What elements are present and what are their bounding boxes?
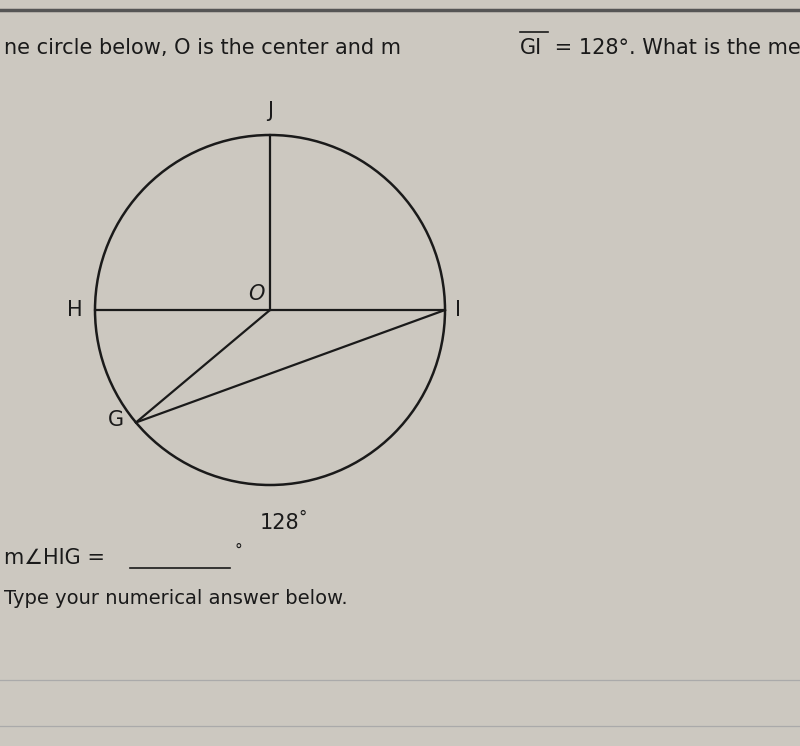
- Text: = 128°. What is the measure of ∠HIG?: = 128°. What is the measure of ∠HIG?: [548, 38, 800, 58]
- Text: J: J: [267, 101, 273, 121]
- Text: 128: 128: [260, 513, 300, 533]
- Text: ne circle below, O is the center and m: ne circle below, O is the center and m: [4, 38, 401, 58]
- Text: G: G: [108, 410, 124, 430]
- Text: O: O: [248, 284, 264, 304]
- Text: Type your numerical answer below.: Type your numerical answer below.: [4, 589, 348, 607]
- Text: °: °: [234, 542, 242, 557]
- Text: I: I: [455, 300, 461, 320]
- Text: m∠HIG =: m∠HIG =: [4, 548, 112, 568]
- Text: H: H: [67, 300, 83, 320]
- Text: °: °: [298, 509, 306, 527]
- Text: GI: GI: [519, 38, 542, 58]
